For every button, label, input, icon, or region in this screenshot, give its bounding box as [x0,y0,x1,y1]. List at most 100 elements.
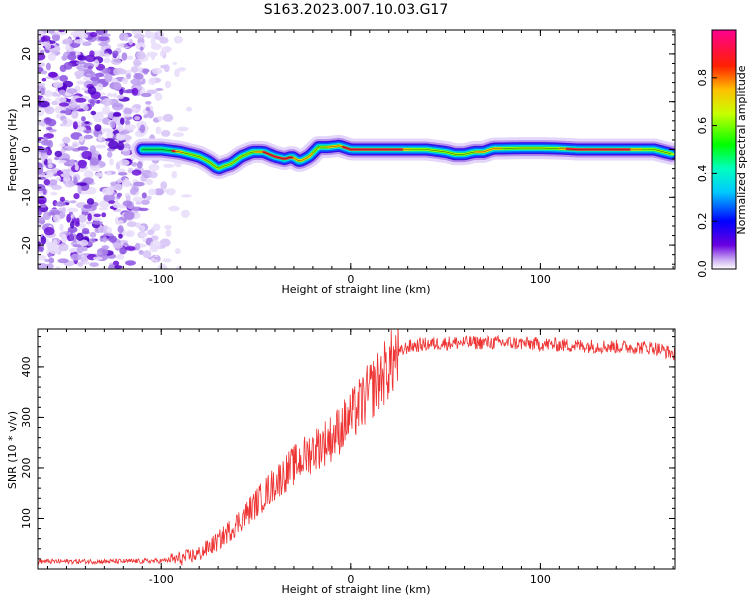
x-tick-label: -100 [149,273,174,286]
noise-speckle [95,172,103,178]
noise-speckle [164,224,172,230]
noise-speckle [137,66,143,74]
noise-speckle [38,52,46,61]
noise-speckle [59,243,69,252]
noise-speckle [57,160,68,164]
noise-speckle [74,97,87,103]
noise-speckle [50,191,58,196]
noise-speckle [83,134,94,140]
noise-speckle [87,65,93,70]
noise-speckle [102,236,107,243]
noise-speckle [74,164,79,171]
noise-speckle [61,55,68,61]
snr-background [38,329,675,569]
noise-speckle [172,61,177,65]
noise-speckle [89,231,97,238]
noise-speckle [86,72,91,77]
noise-speckle [180,194,192,198]
noise-speckle [136,51,146,60]
noise-speckle [116,192,123,197]
noise-speckle [145,101,152,105]
noise-speckle [97,225,106,234]
noise-speckle [106,131,114,140]
noise-speckle [79,191,89,195]
noise-speckle [146,89,157,95]
noise-speckle [89,157,100,166]
noise-speckle [148,163,160,172]
noise-speckle [118,159,130,167]
noise-speckle [109,158,114,166]
y-tick-label: 20 [20,47,33,61]
noise-speckle [90,76,100,82]
noise-speckle [67,226,78,233]
noise-speckle [59,75,68,82]
noise-speckle [129,187,138,195]
noise-speckle [126,73,131,80]
noise-speckle [83,77,91,81]
noise-speckle [62,136,71,144]
noise-speckle [103,193,115,203]
noise-speckle [154,188,165,196]
ridge-trace [142,145,672,169]
noise-speckle [101,33,111,37]
noise-speckle [58,102,70,107]
noise-speckle [142,68,149,75]
noise-speckle [58,89,66,96]
colorbar-tick-label: 0.8 [696,69,709,87]
noise-speckle [101,245,110,250]
noise-speckle [131,169,142,176]
noise-speckle [98,42,109,47]
noise-speckle [39,61,46,67]
noise-speckle [48,257,55,264]
noise-speckle [72,143,78,148]
noise-speckle [69,232,74,241]
noise-speckle [75,51,81,56]
noise-speckle [135,201,142,205]
noise-speckle [147,229,155,236]
noise-speckle [126,221,137,228]
noise-speckle [38,100,50,108]
noise-speckle [106,93,117,97]
noise-speckle [78,136,85,143]
noise-speckle [124,246,137,251]
noise-speckle [101,67,111,74]
noise-speckle [121,179,131,188]
noise-speckle [125,260,136,266]
noise-speckle [149,171,158,179]
noise-speckle [159,238,171,247]
noise-speckle [165,229,172,237]
noise-speckle [42,211,51,221]
colorbar-tick-label: 0.0 [696,260,709,278]
noise-speckle [44,98,51,102]
noise-speckle [145,178,154,186]
noise-speckle [53,81,64,88]
noise-speckle [125,230,135,238]
noise-speckle [116,43,125,48]
noise-speckle [177,126,189,132]
noise-speckle [38,199,46,204]
noise-speckle [45,62,51,71]
noise-speckle [152,223,161,231]
noise-speckle [117,141,125,151]
noise-speckle [77,185,82,195]
noise-speckle [69,248,76,253]
noise-speckle [149,244,159,253]
noise-speckle [118,240,129,244]
noise-speckle [89,31,98,38]
noise-speckle [69,99,77,109]
noise-speckle [53,239,58,246]
noise-speckle [47,30,55,34]
noise-speckle [118,69,127,75]
noise-speckle [48,71,58,78]
noise-speckle [141,92,152,98]
noise-speckle [97,154,102,161]
noise-speckle [102,106,111,115]
noise-speckle [38,66,44,73]
noise-speckle [85,221,93,225]
noise-speckle [55,96,67,104]
noise-speckle [181,209,190,218]
noise-speckle [123,33,129,42]
noise-speckle [138,250,144,255]
